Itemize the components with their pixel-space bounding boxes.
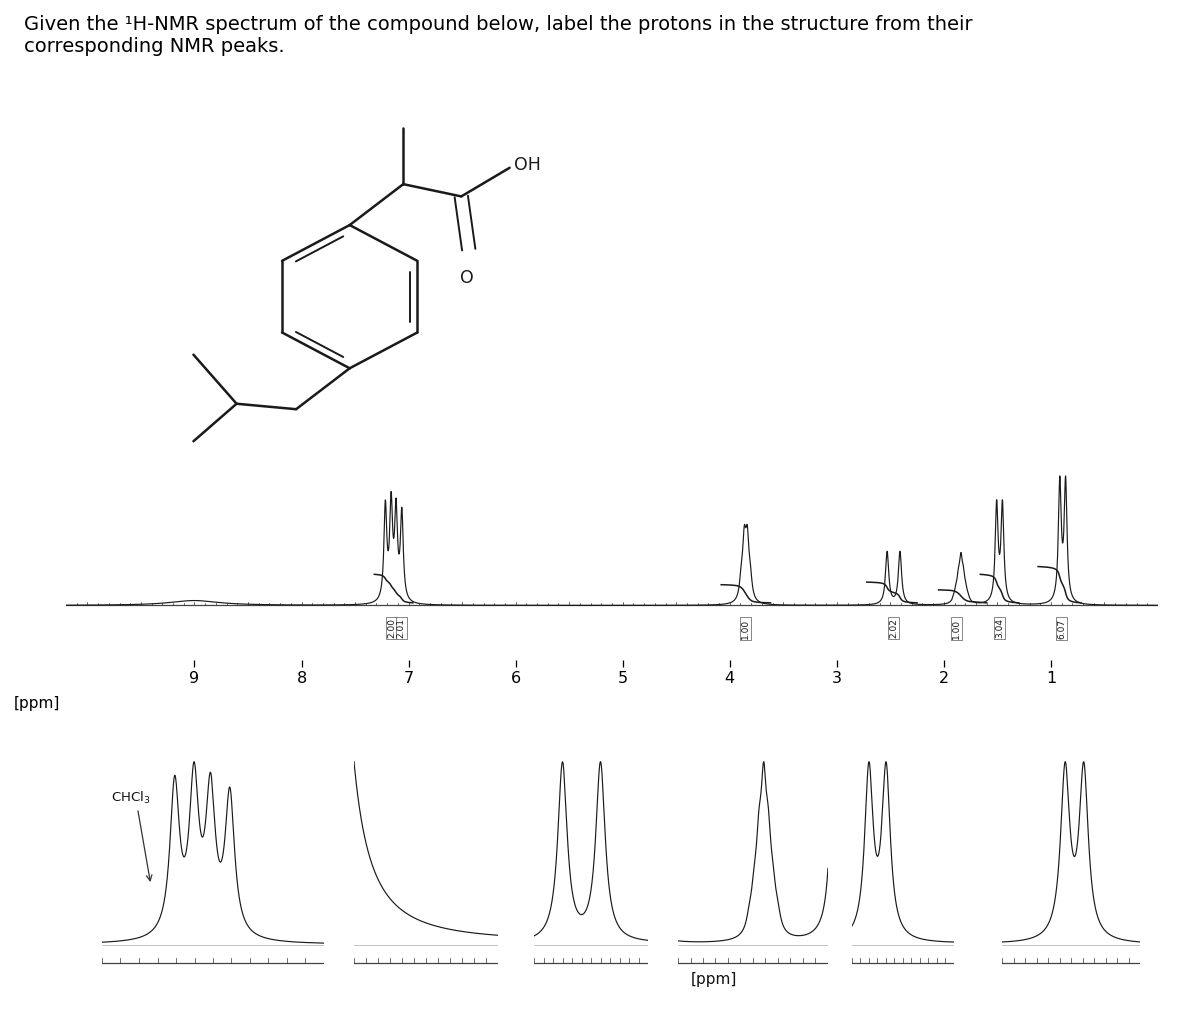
Text: 3.04: 3.04	[995, 618, 1004, 638]
Text: [ppm]: [ppm]	[14, 696, 60, 711]
Text: 1.00: 1.00	[742, 618, 750, 638]
Text: 2.02: 2.02	[889, 618, 898, 638]
Text: Given the ¹H-NMR spectrum of the compound below, label the protons in the struct: Given the ¹H-NMR spectrum of the compoun…	[24, 14, 972, 56]
Text: 6.07: 6.07	[1057, 618, 1066, 638]
Text: OH: OH	[514, 157, 541, 174]
Text: 2.01: 2.01	[396, 618, 406, 638]
Text: 1.00: 1.00	[953, 618, 961, 638]
Text: [ppm]: [ppm]	[691, 972, 737, 987]
Text: 2.00: 2.00	[386, 618, 396, 638]
Text: CHCl$_3$: CHCl$_3$	[110, 790, 150, 806]
Text: O: O	[461, 269, 474, 286]
